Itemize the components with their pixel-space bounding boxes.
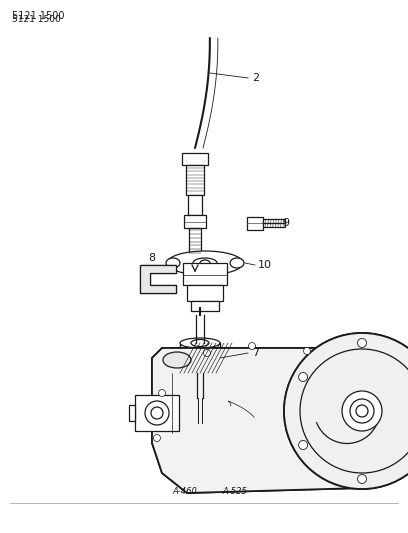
Circle shape (284, 333, 408, 489)
Circle shape (248, 343, 255, 350)
Text: 5121 1500: 5121 1500 (12, 15, 61, 24)
Circle shape (342, 391, 382, 431)
Circle shape (356, 405, 368, 417)
Ellipse shape (200, 260, 210, 266)
Circle shape (357, 338, 366, 348)
Circle shape (158, 390, 166, 397)
Ellipse shape (167, 251, 243, 275)
Bar (180, 343, 220, 373)
Ellipse shape (191, 340, 209, 346)
Text: 8: 8 (148, 253, 155, 263)
Text: 9: 9 (282, 218, 289, 228)
Ellipse shape (180, 338, 220, 348)
Text: A-525: A-525 (222, 487, 247, 496)
Polygon shape (140, 265, 176, 293)
Bar (187, 285, 223, 301)
Circle shape (357, 474, 366, 483)
Bar (183, 263, 227, 285)
Circle shape (299, 373, 308, 382)
Ellipse shape (166, 258, 180, 268)
Circle shape (151, 407, 163, 419)
Polygon shape (190, 255, 200, 265)
Circle shape (153, 434, 160, 441)
Bar (186, 165, 204, 195)
Polygon shape (140, 265, 176, 293)
Bar (189, 228, 201, 255)
Circle shape (145, 401, 169, 425)
Text: 2: 2 (252, 73, 259, 83)
Text: A-460: A-460 (173, 487, 197, 496)
Circle shape (299, 440, 308, 449)
Bar (184, 215, 206, 228)
Polygon shape (152, 348, 382, 493)
Ellipse shape (193, 258, 217, 268)
Circle shape (204, 350, 211, 357)
Ellipse shape (163, 352, 191, 368)
Bar (135, 395, 179, 431)
Ellipse shape (230, 258, 244, 268)
Polygon shape (152, 348, 382, 493)
Text: 7: 7 (252, 348, 259, 358)
Bar (129, 405, 135, 421)
Bar (263, 219, 285, 227)
Bar (188, 195, 202, 215)
Bar (191, 301, 219, 311)
Circle shape (350, 399, 374, 423)
Circle shape (304, 348, 310, 354)
Text: 10: 10 (258, 260, 272, 270)
Bar (182, 153, 208, 165)
Bar (180, 343, 220, 373)
Text: 5121 1500: 5121 1500 (12, 11, 64, 21)
Circle shape (284, 333, 408, 489)
Bar (247, 216, 263, 230)
